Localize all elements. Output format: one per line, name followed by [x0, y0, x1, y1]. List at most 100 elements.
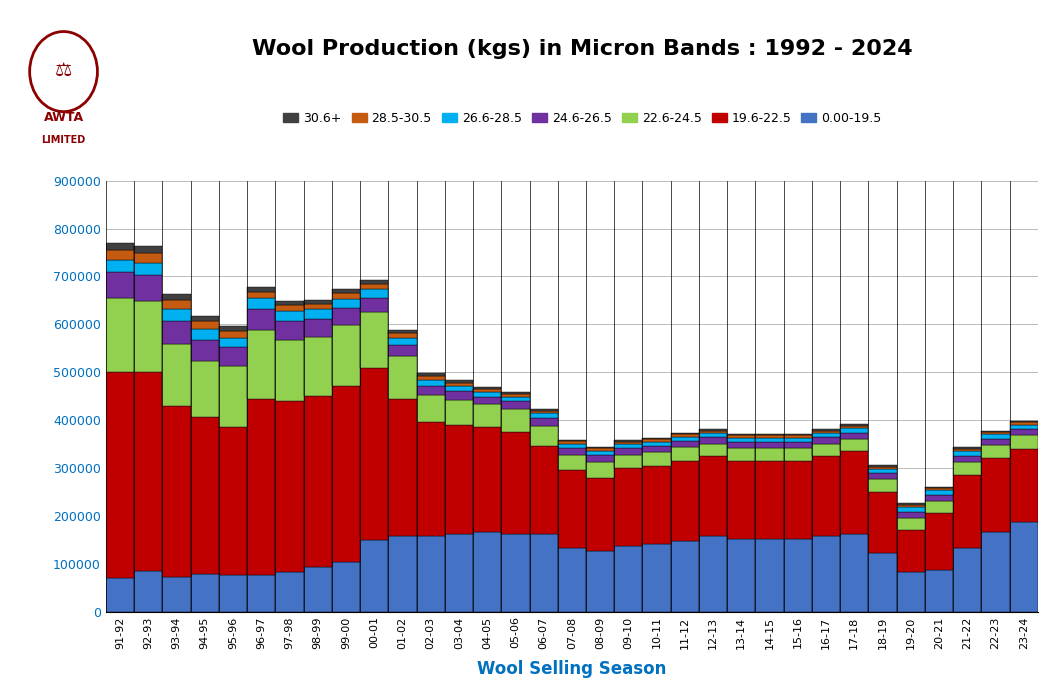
- Bar: [699, 437, 728, 443]
- Bar: [670, 541, 699, 612]
- Bar: [982, 432, 1009, 434]
- Bar: [106, 373, 134, 578]
- Bar: [812, 433, 840, 437]
- Bar: [1009, 449, 1038, 522]
- Bar: [247, 398, 275, 575]
- Bar: [897, 503, 925, 505]
- Bar: [530, 409, 558, 411]
- Bar: [247, 287, 275, 292]
- Bar: [162, 577, 191, 612]
- Bar: [784, 435, 812, 438]
- Bar: [812, 537, 840, 612]
- Bar: [530, 411, 558, 414]
- Bar: [389, 345, 416, 357]
- Bar: [953, 461, 982, 475]
- Bar: [670, 437, 699, 441]
- Bar: [586, 448, 614, 451]
- Bar: [784, 438, 812, 442]
- Bar: [1009, 423, 1038, 425]
- Bar: [331, 289, 360, 293]
- Bar: [331, 308, 360, 325]
- Bar: [925, 495, 953, 501]
- Bar: [501, 534, 530, 612]
- Bar: [670, 434, 699, 437]
- Bar: [106, 298, 134, 373]
- Bar: [868, 469, 897, 473]
- Bar: [134, 302, 162, 373]
- Bar: [784, 539, 812, 612]
- Bar: [530, 534, 558, 612]
- Bar: [191, 322, 219, 329]
- Bar: [643, 452, 670, 466]
- Bar: [416, 537, 445, 612]
- Bar: [812, 431, 840, 433]
- Bar: [501, 392, 530, 394]
- Bar: [586, 447, 614, 448]
- Bar: [699, 430, 728, 431]
- Bar: [331, 386, 360, 562]
- Bar: [416, 386, 445, 395]
- Bar: [247, 330, 275, 398]
- Bar: [162, 406, 191, 577]
- Bar: [670, 433, 699, 434]
- Bar: [558, 441, 586, 443]
- Bar: [416, 380, 445, 386]
- X-axis label: Wool Selling Season: Wool Selling Season: [478, 660, 666, 678]
- Bar: [473, 387, 501, 389]
- Bar: [868, 466, 897, 469]
- Bar: [134, 373, 162, 571]
- Bar: [106, 260, 134, 272]
- Text: AWTA: AWTA: [43, 111, 84, 124]
- Bar: [473, 392, 501, 397]
- Bar: [728, 539, 755, 612]
- Bar: [784, 461, 812, 539]
- Bar: [840, 439, 868, 451]
- Bar: [586, 477, 614, 551]
- Bar: [219, 331, 247, 338]
- Bar: [331, 299, 360, 308]
- Bar: [389, 537, 416, 612]
- Bar: [530, 414, 558, 418]
- Bar: [670, 448, 699, 461]
- Bar: [106, 243, 134, 250]
- Bar: [389, 357, 416, 398]
- Bar: [897, 507, 925, 512]
- Bar: [389, 338, 416, 345]
- Bar: [812, 430, 840, 431]
- Bar: [953, 475, 982, 548]
- Bar: [360, 312, 389, 368]
- Bar: [953, 449, 982, 451]
- Bar: [445, 534, 473, 612]
- Bar: [643, 439, 670, 441]
- Bar: [614, 440, 643, 441]
- Bar: [558, 548, 586, 612]
- Bar: [1009, 522, 1038, 612]
- Bar: [982, 459, 1009, 532]
- Bar: [473, 389, 501, 392]
- Bar: [728, 438, 755, 442]
- Bar: [191, 574, 219, 612]
- Bar: [275, 321, 304, 340]
- Bar: [755, 434, 784, 435]
- Bar: [614, 546, 643, 612]
- Bar: [219, 366, 247, 427]
- Bar: [416, 423, 445, 537]
- Bar: [162, 309, 191, 321]
- Bar: [247, 575, 275, 612]
- Bar: [162, 321, 191, 345]
- Bar: [331, 325, 360, 386]
- Bar: [445, 391, 473, 400]
- Bar: [360, 284, 389, 289]
- Bar: [558, 455, 586, 471]
- Bar: [247, 298, 275, 309]
- Bar: [360, 540, 389, 612]
- Bar: [699, 537, 728, 612]
- Bar: [360, 298, 389, 312]
- Bar: [331, 562, 360, 612]
- Bar: [360, 368, 389, 540]
- Bar: [389, 398, 416, 537]
- Bar: [304, 300, 331, 304]
- Bar: [982, 532, 1009, 612]
- Bar: [728, 435, 755, 438]
- Bar: [558, 448, 586, 455]
